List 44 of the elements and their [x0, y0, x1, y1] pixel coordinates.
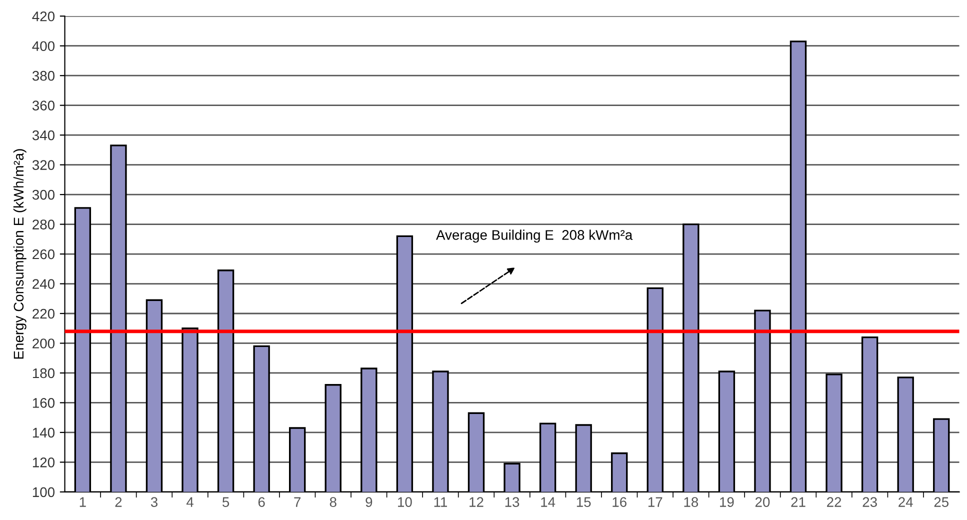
y-tick-label: 280	[32, 220, 55, 230]
x-tick-label: 23	[862, 497, 877, 507]
x-tick-label: 9	[366, 497, 372, 507]
x-tick-label: 18	[684, 497, 698, 507]
y-tick-label: 200	[32, 338, 55, 348]
x-tick-label: 10	[398, 497, 412, 507]
x-tick-label: 12	[470, 497, 484, 507]
x-tick-label: 2	[115, 497, 122, 507]
y-tick-label: 420	[32, 11, 55, 22]
x-tick-label: 5	[222, 497, 230, 507]
x-tick-label: 17	[648, 497, 662, 507]
y-tick-label: 240	[32, 279, 55, 289]
x-tick-label: 15	[576, 497, 591, 507]
x-tick-label: 20	[755, 497, 770, 507]
x-tick-label: 6	[258, 497, 265, 507]
x-tick-label: 13	[505, 497, 520, 507]
y-tick-label: 360	[32, 100, 55, 110]
y-tick-label: 100	[32, 487, 55, 498]
x-tick-label: 4	[186, 497, 194, 507]
annotation: Average Building E 208 kWm²a	[436, 230, 633, 243]
y-tick-label: 120	[32, 458, 55, 468]
x-tick-label: 1	[80, 497, 86, 507]
x-tick-label: 14	[541, 497, 556, 507]
x-tick-label: 19	[720, 497, 734, 507]
x-tick-label: 24	[898, 497, 913, 507]
x-tick-label: 16	[612, 497, 626, 507]
x-tick-label: 22	[827, 497, 842, 507]
y-tick-label: 300	[32, 190, 55, 200]
y-tick-label: 140	[32, 428, 55, 438]
y-tick-label: 160	[32, 398, 55, 408]
y-tick-label: 220	[32, 308, 55, 319]
x-tick-label: 21	[791, 497, 806, 507]
x-tick-label: 3	[150, 497, 158, 507]
y-tick-label: 180	[32, 368, 55, 378]
x-tick-label: 8	[330, 497, 336, 507]
x-tick-label: 25	[934, 497, 949, 507]
y-tick-label: 320	[32, 160, 55, 170]
x-tick-label: 7	[294, 497, 301, 507]
y-tick-label: 260	[32, 249, 55, 260]
y-axis-title: Energy Consumption E (kWh/m²a)	[13, 149, 26, 359]
y-tick-label: 380	[32, 70, 55, 81]
y-tick-label: 340	[32, 130, 55, 140]
y-tick-label: 400	[32, 41, 55, 52]
x-tick-label: 11	[434, 497, 448, 507]
